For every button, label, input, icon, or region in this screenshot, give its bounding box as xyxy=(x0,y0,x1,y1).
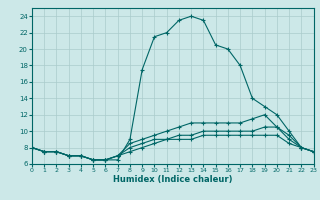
X-axis label: Humidex (Indice chaleur): Humidex (Indice chaleur) xyxy=(113,175,233,184)
